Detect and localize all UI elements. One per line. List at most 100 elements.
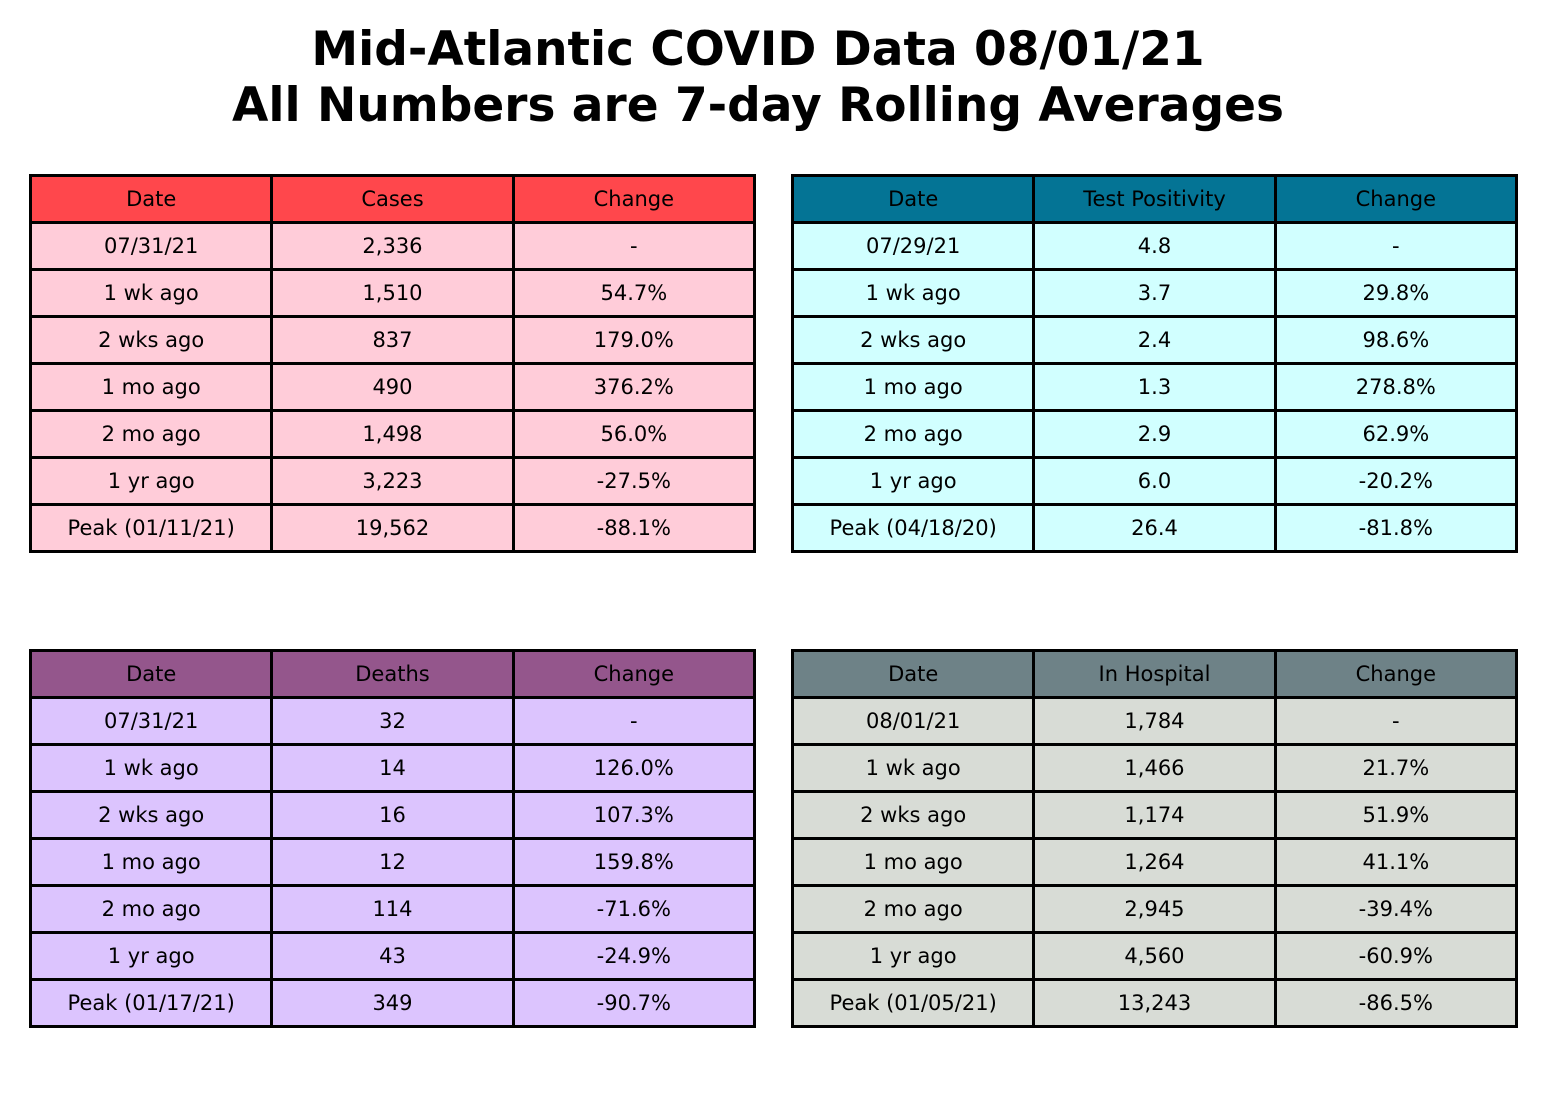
table-row: 2 mo ago 114 -71.6% bbox=[28, 884, 757, 934]
table-row: 1 yr ago 43 -24.9% bbox=[28, 931, 757, 981]
table-cell: 1.3 bbox=[1032, 362, 1277, 412]
table-cell: 1,510 bbox=[270, 268, 515, 318]
table-cell: 43 bbox=[270, 931, 515, 981]
table-cell: 1 wk ago bbox=[790, 743, 1036, 793]
column-header: Cases bbox=[270, 174, 515, 224]
table-cell: 1 mo ago bbox=[790, 837, 1036, 887]
table-cell: 1,498 bbox=[270, 409, 515, 459]
table-cell: 6.0 bbox=[1032, 456, 1277, 506]
table-cell: 1,466 bbox=[1032, 743, 1277, 793]
table-cell: 12 bbox=[270, 837, 515, 887]
table-cell: 07/29/21 bbox=[790, 221, 1036, 271]
table-cell: 114 bbox=[270, 884, 515, 934]
title-line-2: All Numbers are 7-day Rolling Averages bbox=[232, 78, 1284, 133]
table-cell: 62.9% bbox=[1273, 409, 1519, 459]
table-row: 1 yr ago 6.0 -20.2% bbox=[790, 456, 1519, 506]
table-row: 2 mo ago 2.9 62.9% bbox=[790, 409, 1519, 459]
column-header: Date bbox=[790, 174, 1036, 224]
table-cell: 51.9% bbox=[1273, 790, 1519, 840]
table-cell: -20.2% bbox=[1273, 456, 1519, 506]
table-cell: -71.6% bbox=[511, 884, 757, 934]
column-header: Deaths bbox=[270, 649, 515, 699]
table-cell: Peak (01/17/21) bbox=[28, 978, 274, 1028]
table-row: 1 wk ago 14 126.0% bbox=[28, 743, 757, 793]
table-cell: 376.2% bbox=[511, 362, 757, 412]
table-row: 2 wks ago 1,174 51.9% bbox=[790, 790, 1519, 840]
table-cell: - bbox=[511, 696, 757, 746]
table-cell: - bbox=[511, 221, 757, 271]
column-header: Change bbox=[511, 174, 757, 224]
table-cell: 4,560 bbox=[1032, 931, 1277, 981]
table-cell: Peak (01/11/21) bbox=[28, 503, 274, 553]
table-cell: 1,784 bbox=[1032, 696, 1277, 746]
table-cell: 107.3% bbox=[511, 790, 757, 840]
table-row: Peak (01/17/21) 349 -90.7% bbox=[28, 978, 757, 1028]
table-cell: -86.5% bbox=[1273, 978, 1519, 1028]
table-cell: -39.4% bbox=[1273, 884, 1519, 934]
table-cell: 2 mo ago bbox=[790, 884, 1036, 934]
table-cell: 1,264 bbox=[1032, 837, 1277, 887]
table-row: 07/31/21 32- bbox=[28, 696, 757, 746]
table-cell: 29.8% bbox=[1273, 268, 1519, 318]
table-row: 1 mo ago 1.3 278.8% bbox=[790, 362, 1519, 412]
table-row: 2 wks ago 16 107.3% bbox=[28, 790, 757, 840]
table-cell: 2 mo ago bbox=[28, 884, 274, 934]
table-cell: 2 wks ago bbox=[790, 315, 1036, 365]
table-cell: Peak (04/18/20) bbox=[790, 503, 1036, 553]
column-header: Date bbox=[28, 649, 274, 699]
table-cell: Peak (01/05/21) bbox=[790, 978, 1036, 1028]
table-cell: 1 mo ago bbox=[28, 362, 274, 412]
table-cell: 179.0% bbox=[511, 315, 757, 365]
table-cell: 26.4 bbox=[1032, 503, 1277, 553]
table-cell: -24.9% bbox=[511, 931, 757, 981]
table-cell: 2 wks ago bbox=[28, 790, 274, 840]
table-cell: 3,223 bbox=[270, 456, 515, 506]
table-cell: 2 wks ago bbox=[790, 790, 1036, 840]
table-row: 1 yr ago 4,560 -60.9% bbox=[790, 931, 1519, 981]
table-cell: 2.9 bbox=[1032, 409, 1277, 459]
table-cell: 126.0% bbox=[511, 743, 757, 793]
table-cell: 08/01/21 bbox=[790, 696, 1036, 746]
column-header: Test Positivity bbox=[1032, 174, 1277, 224]
table-cell: 21.7% bbox=[1273, 743, 1519, 793]
title-line-1: Mid-Atlantic COVID Data 08/01/21 bbox=[311, 22, 1205, 77]
table-cell: 1 wk ago bbox=[28, 743, 274, 793]
table-row: 1 mo ago 1,264 41.1% bbox=[790, 837, 1519, 887]
table-cell: 349 bbox=[270, 978, 515, 1028]
table-cell: 16 bbox=[270, 790, 515, 840]
table-cell: 1 wk ago bbox=[28, 268, 274, 318]
table-cell: 07/31/21 bbox=[28, 696, 274, 746]
table-cell: 1 mo ago bbox=[790, 362, 1036, 412]
column-header: Change bbox=[1273, 174, 1519, 224]
table-cell: -60.9% bbox=[1273, 931, 1519, 981]
table-cell: 19,562 bbox=[270, 503, 515, 553]
table-cell: -88.1% bbox=[511, 503, 757, 553]
column-header: Date bbox=[790, 649, 1036, 699]
column-header: In Hospital bbox=[1032, 649, 1277, 699]
table-cell: 1 yr ago bbox=[790, 456, 1036, 506]
table-cell: 2.4 bbox=[1032, 315, 1277, 365]
table-cell: 2 mo ago bbox=[28, 409, 274, 459]
table-row: 1 wk ago 1,466 21.7% bbox=[790, 743, 1519, 793]
table-row: 1 wk ago 1,510 54.7% bbox=[28, 268, 757, 318]
test-positivity-table: Date Test Positivity Change 07/29/21 4.8-1 w… bbox=[790, 174, 1519, 553]
table-cell: 07/31/21 bbox=[28, 221, 274, 271]
table-header-row: Date In Hospital Change bbox=[790, 649, 1519, 699]
table-row: 2 wks ago 837 179.0% bbox=[28, 315, 757, 365]
table-row: 2 mo ago 2,945 -39.4% bbox=[790, 884, 1519, 934]
cases-table: Date Cases Change 07/31/21 2,336-1 wk ago 1,5… bbox=[28, 174, 757, 553]
table-row: 1 wk ago 3.7 29.8% bbox=[790, 268, 1519, 318]
table-cell: 837 bbox=[270, 315, 515, 365]
in-hospital-table: Date In Hospital Change 08/01/21 1,784-1 wk … bbox=[790, 649, 1519, 1028]
table-cell: - bbox=[1273, 221, 1519, 271]
column-header: Date bbox=[28, 174, 274, 224]
table-row: 2 wks ago 2.4 98.6% bbox=[790, 315, 1519, 365]
table-row: 2 mo ago 1,498 56.0% bbox=[28, 409, 757, 459]
table-cell: 1 mo ago bbox=[28, 837, 274, 887]
table-row: 08/01/21 1,784- bbox=[790, 696, 1519, 746]
table-cell: 1 yr ago bbox=[790, 931, 1036, 981]
table-cell: 490 bbox=[270, 362, 515, 412]
table-row: Peak (01/11/21) 19,562 -88.1% bbox=[28, 503, 757, 553]
table-row: 1 mo ago 490 376.2% bbox=[28, 362, 757, 412]
table-row: Peak (01/05/21) 13,243 -86.5% bbox=[790, 978, 1519, 1028]
